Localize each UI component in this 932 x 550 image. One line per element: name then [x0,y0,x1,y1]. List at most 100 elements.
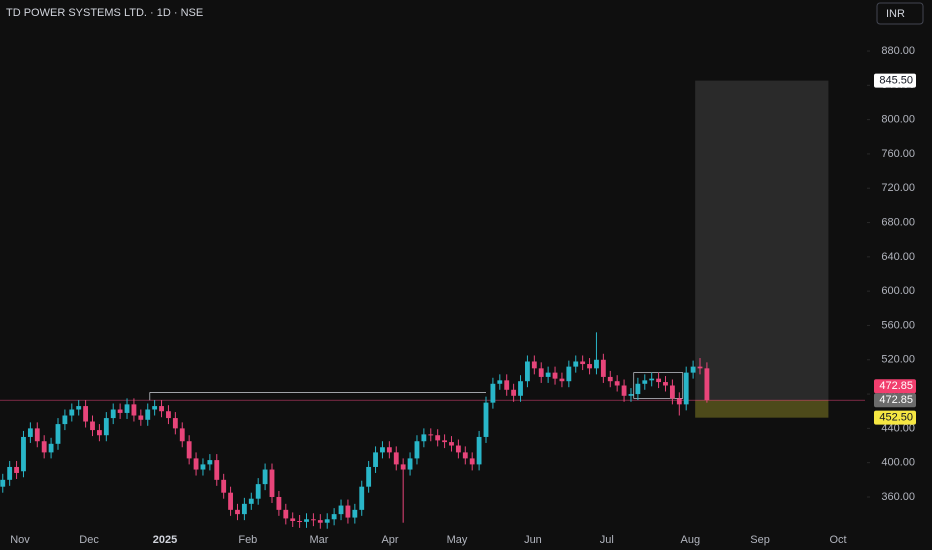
entry-label-box [874,393,916,408]
candle-body [241,503,247,515]
candle-body [614,381,620,386]
y-tick-label: 640.00 [881,251,915,263]
candle-body [518,381,523,396]
candle-body [649,378,655,381]
candle-body [359,486,365,510]
candle-body [283,509,289,519]
candle-body [469,458,475,465]
x-tick-label: Apr [381,534,398,546]
candle-body [511,389,517,396]
y-tick-label: 360.00 [881,491,915,503]
candle-body [124,404,130,413]
stop-zone [695,400,829,418]
y-tick-label: 560.00 [881,319,915,331]
candle-body [90,421,95,431]
y-tick-label: 440.00 [881,422,915,434]
candle-body [21,436,26,472]
candle-body [7,466,13,480]
target-label: 845.50 [879,75,913,87]
candle-body [159,406,164,412]
candle-body [407,458,413,470]
candle-body [573,361,579,367]
candle-body [221,479,227,493]
candle-body [69,409,75,416]
entry-label: 472.85 [879,394,913,406]
candle-body [83,406,89,422]
candle-body [76,406,82,410]
candle-body [559,378,565,382]
candle-body [669,385,675,399]
candle-body [525,361,530,382]
y-tick-label: 880.00 [881,45,915,57]
stop-label-box [874,410,916,425]
candle-body [690,366,696,373]
candle-body [255,484,261,499]
candle-body [248,498,254,504]
y-tick-label: 400.00 [881,457,915,469]
candle-body [48,443,54,453]
y-tick-label: 520.00 [881,354,915,366]
candle-body [552,372,558,379]
candle-body [352,509,358,518]
currency-button[interactable]: INR [876,2,924,25]
x-tick-label: Mar [309,534,328,546]
candle-body [455,445,461,453]
candle-body [96,430,102,436]
candle-body [200,464,206,470]
candle-body [14,466,19,473]
y-tick-label: 800.00 [881,114,915,126]
candle-body [324,519,330,523]
candle-body [400,464,406,470]
x-tick-label: 2025 [153,534,177,546]
candle-body [310,519,316,521]
candle-body [538,368,544,377]
candle-body [656,378,662,383]
candle-body [317,520,323,523]
chart-title: TD POWER SYSTEMS LTD. · 1D · NSE [6,7,203,19]
x-tick-label: Sep [750,534,770,546]
candle-body [497,380,503,384]
candle-body [442,440,447,443]
candle-body [297,520,303,522]
candle-body [545,372,551,377]
candle-body [345,505,351,518]
candle-body [663,382,668,386]
candle-body [393,452,399,465]
candle-body [366,466,372,487]
candle-body [262,469,268,485]
candle-body [62,415,68,425]
candle-body [131,404,137,416]
x-tick-label: Aug [681,534,701,546]
x-tick-label: Jul [600,534,614,546]
candle-body [380,447,385,453]
x-tick-label: Feb [238,534,257,546]
candle-body [117,409,123,413]
candle-body [642,380,648,384]
target-zone [695,80,829,401]
candle-body [594,359,599,369]
candle-body [704,368,710,401]
x-tick-label: Nov [10,534,30,546]
candle-body [676,398,682,405]
currency-button-box[interactable] [876,2,924,25]
candle-body [110,409,116,419]
x-tick-label: Dec [79,534,99,546]
candle-body [214,460,220,480]
candle-body [166,411,171,419]
target-label-box [874,73,916,88]
candle-body [103,418,109,436]
candle-body [290,518,296,521]
candle-body [152,406,158,410]
last-price-label-box [874,379,916,394]
last-price-label: 472.85 [879,380,913,392]
y-tick-label: 600.00 [881,285,915,297]
candle-body [207,460,213,465]
x-tick-label: Jun [524,534,542,546]
candle-body [587,364,592,369]
candle-body [228,492,233,510]
currency-label[interactable]: INR [886,8,905,20]
candle-body [186,441,192,459]
candle-body [373,452,378,467]
candle-body [531,361,537,369]
candle-body [276,496,282,510]
